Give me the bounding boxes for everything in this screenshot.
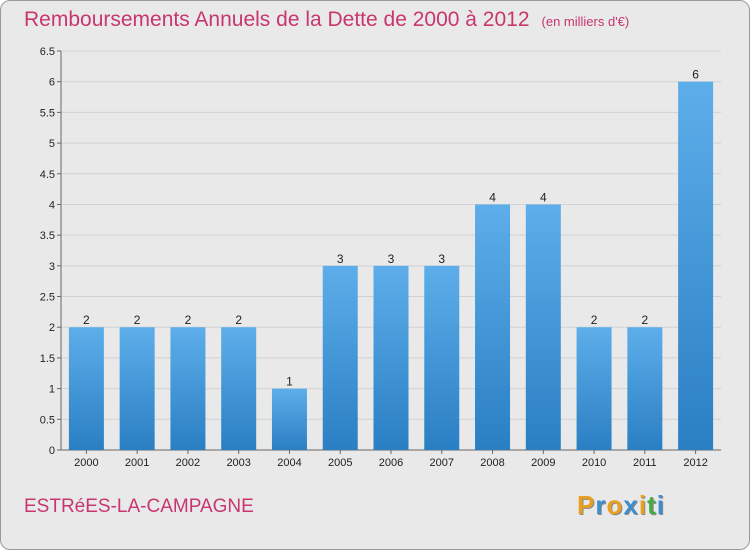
x-tick-label-2000: 2000 [74,457,98,469]
x-axis-ticks: 2000 2001 2002 2003 2004 2005 2006 2007 2008 2009… [74,457,708,469]
logo-letter: r [595,490,607,520]
y-tick-label: 4 [49,199,55,211]
x-tick-label-2007: 2007 [430,457,454,469]
bar-2009 [525,204,561,450]
logo-letter: i [656,490,665,520]
x-tick-label-2011: 2011 [633,457,657,469]
data-label-2005: 3 [337,252,344,266]
y-tick-label: 1.5 [40,353,55,365]
bar-2012 [678,81,714,450]
x-tick-label-2006: 2006 [379,457,403,469]
chart-unit: (en milliers d'€) [541,14,630,29]
data-label-2010: 2 [591,313,598,327]
logo-letter: o [606,490,624,520]
x-tick-label-2001: 2001 [125,457,149,469]
data-labels: 2 2 2 2 1 3 3 3 4 4 2 2 6 [83,68,699,389]
logo-letter: x [623,490,639,520]
x-tick-label-2012: 2012 [683,457,707,469]
chart-title-text: Remboursements Annuels de la Dette de 20… [24,8,530,31]
bar-2007 [424,265,460,450]
bar-2008 [475,204,511,450]
bars [68,81,714,450]
y-tick-label: 5.5 [40,107,55,119]
data-label-2012: 6 [692,68,699,82]
x-tick-label-2010: 2010 [582,457,606,469]
bar-2003 [221,327,257,450]
data-label-2011: 2 [642,313,649,327]
bar-2005 [322,265,358,450]
y-tick-label: 6.5 [40,46,55,58]
y-tick-label: 5 [49,138,55,150]
x-tick-label-2008: 2008 [480,457,504,469]
y-tick-label: 1 [49,384,55,396]
data-label-2000: 2 [83,313,90,327]
bar-2006 [373,265,409,450]
data-label-2003: 2 [235,313,242,327]
logo-letter: t [647,490,657,520]
data-label-2004: 1 [286,375,293,389]
bar-2011 [627,327,663,450]
y-tick-label: 0.5 [40,414,55,426]
data-label-2007: 3 [438,252,445,266]
data-label-2009: 4 [540,190,547,204]
y-tick-label: 0 [49,445,55,457]
x-tick-label-2009: 2009 [531,457,555,469]
data-label-2008: 4 [489,190,496,204]
chart-title: Remboursements Annuels de la Dette de 20… [24,8,629,32]
y-axis-ticks: 0 0.5 1 1.5 2 2.5 3 3.5 4 4.5 5 5.5 6 6.5 [40,46,55,457]
x-tick-label-2004: 2004 [277,457,301,469]
bar-2002 [170,327,206,450]
y-tick-label: 2.5 [40,292,55,304]
data-label-2002: 2 [185,313,192,327]
data-label-2006: 3 [388,252,395,266]
x-tick-label-2005: 2005 [328,457,352,469]
bar-2010 [576,327,612,450]
x-tick-label-2003: 2003 [226,457,250,469]
logo-letter: P [577,490,596,520]
logo-letter: i [638,490,648,520]
bar-2000 [68,327,104,450]
y-tick-label: 6 [49,77,55,89]
proxiti-logo: Proxiti [577,490,665,521]
y-tick-label: 3.5 [40,230,55,242]
bar-2001 [119,327,155,450]
y-tick-label: 2 [49,322,55,334]
bar-2004 [271,388,307,450]
y-tick-label: 3 [49,261,55,273]
commune-name: ESTRéES-LA-CAMPAGNE [24,496,254,517]
data-label-2001: 2 [134,313,141,327]
x-tick-label-2002: 2002 [176,457,200,469]
y-tick-label: 4.5 [40,169,55,181]
